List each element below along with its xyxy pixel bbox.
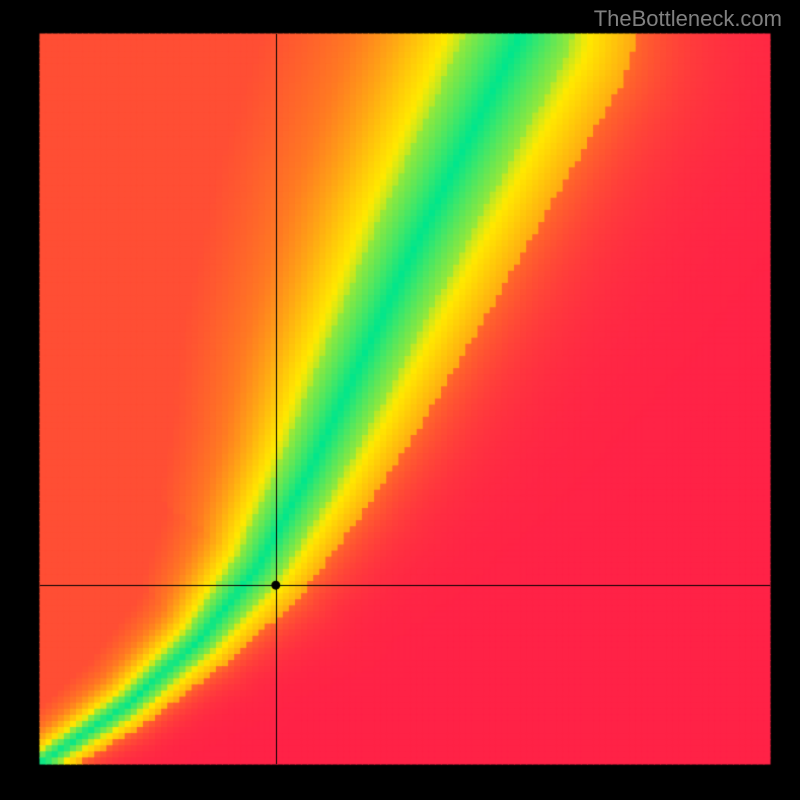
heatmap-canvas	[0, 0, 800, 800]
root: TheBottleneck.com	[0, 0, 800, 800]
watermark-text: TheBottleneck.com	[594, 6, 782, 32]
